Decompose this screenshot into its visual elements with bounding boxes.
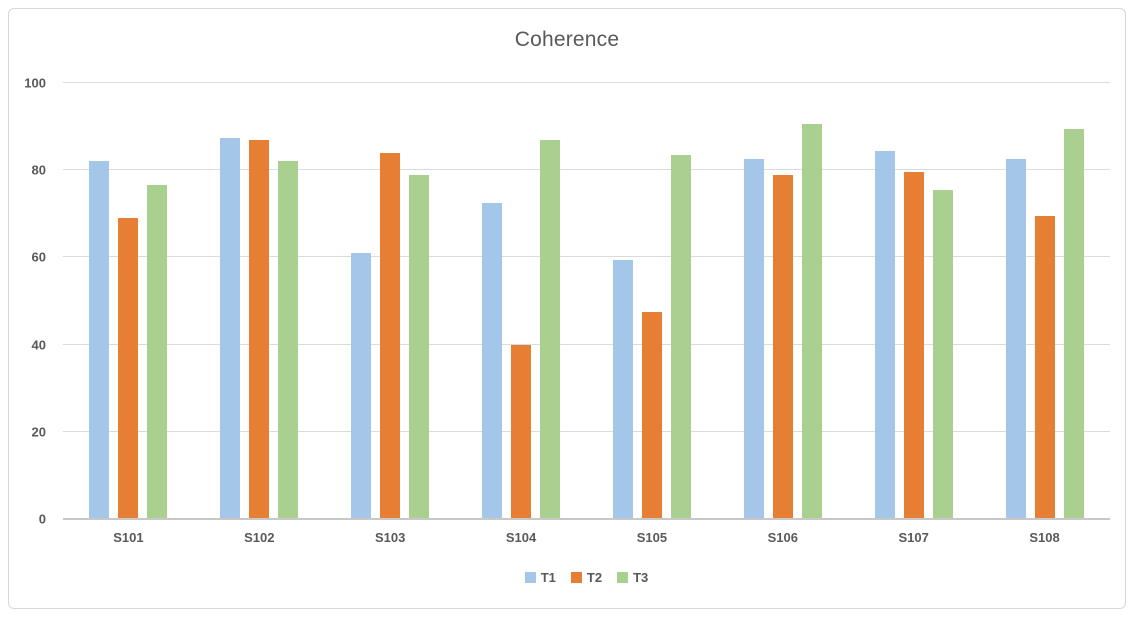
y-tick-label-40: 40: [31, 337, 46, 353]
legend-label-T3: T3: [633, 570, 649, 585]
x-tick-label-S103: S103: [375, 530, 406, 545]
x-axis-line: [63, 518, 1110, 520]
y-tick-label-60: 60: [31, 249, 46, 265]
legend-swatch-T3: [617, 572, 629, 583]
bar-T2-S107: [903, 172, 924, 519]
bar-groups: [63, 83, 1110, 519]
legend: T1 T2 T3: [63, 570, 1110, 585]
bar-group-S108: [979, 83, 1110, 519]
x-tick-label-S102: S102: [244, 530, 275, 545]
gridline-100: [63, 82, 1110, 83]
chart-frame: Coherence 0 20 40 60 80 100 S101 S102 S103 S104 S…: [8, 8, 1126, 609]
legend-label-T1: T1: [540, 570, 556, 585]
x-tick-label-S106: S106: [767, 530, 798, 545]
gridline-40: [63, 343, 1110, 345]
bar-group-S106: [717, 83, 848, 519]
x-tick-label-S101: S101: [113, 530, 144, 545]
bar-T3-S104: [540, 139, 561, 519]
bar-T1-S108: [1005, 159, 1026, 519]
chart-title: Coherence: [514, 28, 620, 51]
plot-area: 0 20 40 60 80 100: [24, 76, 1110, 527]
y-tick-label-100: 100: [24, 75, 46, 91]
bar-group-S105: [587, 83, 718, 519]
legend-item-T1: T1: [524, 570, 556, 585]
x-axis-labels: S101 S102 S103 S104 S105 S106 S107 S108: [63, 530, 1110, 545]
bar-T3-S101: [147, 185, 168, 519]
bar-group-S101: [63, 83, 194, 519]
bar-T2-S103: [380, 152, 401, 519]
legend-swatch-T2: [570, 572, 582, 583]
x-tick-label-S108: S108: [1029, 530, 1060, 545]
gridline-80: [63, 169, 1110, 171]
bar-group-S104: [456, 83, 587, 519]
y-tick-label-80: 80: [31, 162, 46, 178]
y-tick-label-0: 0: [38, 511, 46, 527]
legend-label-T2: T2: [586, 570, 603, 585]
bar-group-S107: [848, 83, 979, 519]
x-tick-label-S104: S104: [505, 530, 537, 545]
y-tick-label-20: 20: [31, 424, 46, 440]
bar-group-S103: [325, 83, 456, 519]
bar-T1-S101: [89, 161, 110, 519]
legend-item-T3: T3: [617, 570, 648, 585]
bar-T2-S101: [118, 218, 139, 519]
bar-T3-S102: [278, 161, 299, 519]
bar-T3-S105: [670, 154, 691, 519]
bar-T1-S102: [220, 137, 241, 519]
bar-T3-S108: [1063, 128, 1084, 519]
legend-item-T2: T2: [570, 570, 603, 585]
bar-T3-S103: [409, 174, 430, 519]
bar-T1-S106: [743, 159, 764, 519]
bar-T1-S104: [482, 202, 503, 519]
x-tick-label-S107: S107: [898, 530, 929, 545]
bar-T1-S107: [874, 150, 895, 519]
gridline-60: [63, 256, 1110, 258]
bar-T1-S103: [351, 253, 372, 519]
bar-T2-S104: [511, 344, 532, 519]
bar-T3-S107: [932, 189, 953, 519]
bar-T2-S108: [1034, 215, 1055, 519]
gridline-20: [63, 430, 1110, 432]
bar-T3-S106: [801, 124, 822, 519]
bar-T2-S105: [641, 311, 662, 519]
legend-swatch-T1: [524, 572, 536, 583]
x-tick-label-S105: S105: [636, 530, 668, 545]
bar-T1-S105: [612, 259, 633, 519]
bar-T2-S102: [249, 139, 270, 519]
bar-group-S102: [194, 83, 325, 519]
bar-T2-S106: [772, 174, 793, 519]
